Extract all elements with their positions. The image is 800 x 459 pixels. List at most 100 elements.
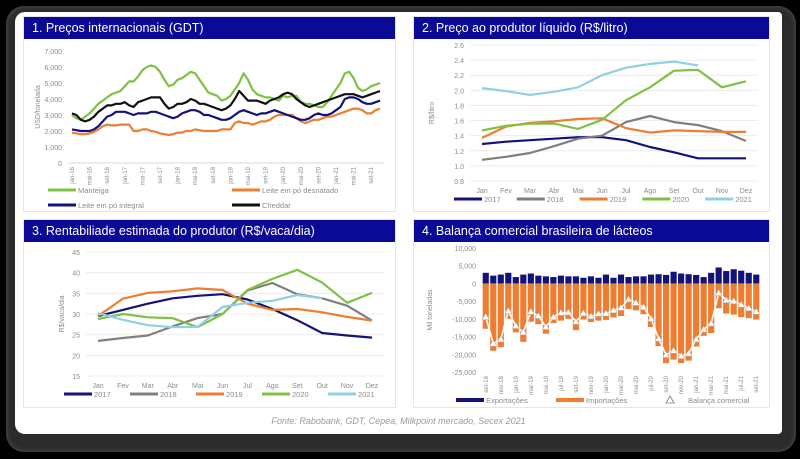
marker-balanca [602,309,610,317]
legend-label: 2017 [484,195,501,204]
legend-label: 2021 [735,195,752,204]
bar-exportacoes [693,274,700,284]
bar-importacoes [647,283,655,328]
y-tick-label: 20 [72,353,80,360]
y-tick-label: -5,000 [456,299,476,306]
x-tick-label: jan-19 [228,166,234,184]
y-tick-label: 3,000 [44,113,62,120]
marker-balanca [677,352,686,359]
x-tick-label: set-18 [484,375,490,392]
bar-exportacoes [527,273,534,284]
bar-importacoes [670,283,677,360]
y-tick-label: 0.8 [454,179,464,186]
marker-balanca [729,297,738,304]
x-tick-label: Mai [192,383,204,390]
y-tick-label: 0 [58,161,62,168]
x-tick-label: nov-18 [499,375,505,394]
x-tick-label: jul-19 [559,375,565,391]
legend-label: 2018 [160,390,177,399]
bar-exportacoes [632,276,640,284]
y-tick-label: -20,000 [452,352,476,359]
marker-balanca [617,303,625,311]
marker-balanca [481,313,490,320]
y-tick-label: 1,000 [44,145,62,152]
bar-importacoes [512,283,519,333]
x-tick-label: jul-21 [739,375,745,391]
bar-importacoes [527,283,534,322]
chart-trade-balance: -25,000 -20,000 -15,000 -10,000 -5,000 0 5,000… [427,246,760,405]
bar-importacoes [753,283,760,320]
y-tick-label: -10,000 [452,317,476,324]
x-tick-label: set-21 [754,375,760,392]
x-tick-label: jan-21 [694,375,700,393]
bar-importacoes [738,283,745,318]
series-line-2021 [97,293,323,329]
x-tick-label: mai-20 [299,166,305,185]
x-tick-label: Jan [476,188,487,195]
x-tick-label: Fev [500,188,512,195]
marker-balanca [639,303,648,310]
x-tick-label: Jun [217,383,228,390]
bar-importacoes [557,283,564,321]
legend-label: Leite em pó desnatado [262,186,338,195]
y-axis-label: USD/tonelada [35,85,42,129]
series-line-leite-em-p-integral [71,96,381,133]
y-tick-label: 40 [72,271,80,278]
chart-gdt-prices: 0 1,000 2,000 3,000 4,000 5,000 6,000 7,000 USD/… [35,49,384,210]
bar-importacoes [655,283,662,347]
x-tick-label: set-19 [574,375,580,392]
y-axis-label: Mil toneladas [427,289,434,331]
x-tick-label: Out [692,188,703,195]
bar-exportacoes [625,277,632,284]
x-tick-label: set-20 [664,375,670,392]
series-line-2020 [481,68,747,132]
bar-exportacoes [670,271,677,284]
x-tick-label: set-19 [264,166,270,183]
marker-balanca [489,339,498,347]
bar-exportacoes [602,274,610,284]
series-line-cheddar [71,89,381,123]
bar-exportacoes [723,271,730,284]
x-tick-label: mar-19 [529,375,535,395]
bar-importacoes [745,283,752,319]
x-tick-label: Mar [524,188,537,195]
x-tick-label: mai-18 [193,166,199,185]
bar-exportacoes [730,269,737,284]
marker-balanca [579,309,588,316]
bar-importacoes [708,283,715,334]
legend-label: 2019 [226,390,243,399]
x-tick-label: jan-20 [281,166,287,184]
legend-label: Exportações [486,396,528,405]
marker-balanca [737,300,746,308]
bar-importacoes [580,283,587,320]
x-tick-label: Nov [716,188,729,195]
x-tick-label: jan-21 [334,166,340,184]
panel-title: 3. Rentabiliade estimada do produtor (R$… [24,220,395,242]
x-tick-label: mar-20 [619,375,625,395]
panel-gdt-prices: 1. Preços internacionais (GDT) 0 1,000 2,0… [23,16,396,212]
legend-label: 2019 [610,195,627,204]
bar-exportacoes [535,275,542,284]
x-tick-label: Out [317,383,328,390]
series-line-2017 [481,136,746,160]
source-note: Fonte: Rabobank, GDT, Cepea, Milkpoint m… [271,416,526,426]
bar-exportacoes [550,277,557,284]
x-tick-label: nov-19 [589,375,595,394]
bar-importacoes [490,283,497,351]
series-line-2021 [481,60,699,96]
marker-balanca [526,307,535,315]
x-tick-label: mai-21 [724,375,730,394]
marker-balanca [624,295,633,303]
x-tick-label: set-21 [369,166,375,183]
bar-importacoes [640,283,647,315]
marker-balanca [699,325,708,333]
bar-importacoes [587,283,595,323]
marker-balanca [564,308,573,316]
x-tick-label: mai-21 [352,166,358,185]
bar-exportacoes [497,274,504,284]
y-tick-label: 30 [72,312,80,319]
bar-importacoes [497,283,504,348]
x-tick-label: jan-17 [123,166,129,184]
bar-exportacoes [700,277,707,284]
marker-balanca [594,309,603,317]
